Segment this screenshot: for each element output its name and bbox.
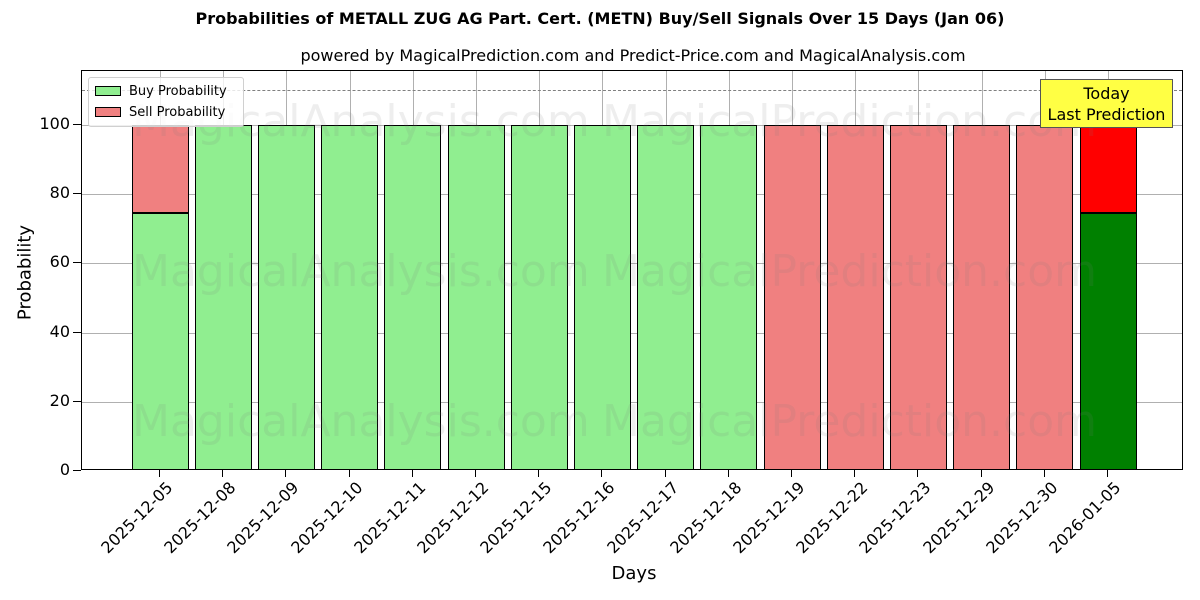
x-tick xyxy=(917,470,919,477)
sell-bar xyxy=(889,125,947,469)
legend-item-sell: Sell Probability xyxy=(95,104,225,120)
chart-subtitle: powered by MagicalPrediction.com and Pre… xyxy=(300,46,966,65)
x-tick xyxy=(222,470,224,477)
y-tick xyxy=(73,331,81,333)
x-tick xyxy=(1043,470,1045,477)
y-axis-title: Probability xyxy=(14,224,36,321)
x-tick xyxy=(791,470,792,477)
sell-swatch-icon xyxy=(95,107,121,117)
legend-item-buy: Buy Probability xyxy=(95,83,227,99)
x-tick xyxy=(601,470,603,477)
plot-area: MagicalAnalysis.com MagicalPrediction.com… xyxy=(81,70,1183,470)
y-tick-label: 60 xyxy=(49,252,70,272)
buy-bar xyxy=(1079,212,1137,469)
y-tick xyxy=(73,470,81,471)
x-tick xyxy=(980,470,982,477)
y-tick xyxy=(73,193,81,195)
y-tick xyxy=(73,124,81,125)
x-tick xyxy=(348,470,350,477)
sell-bar xyxy=(131,125,189,213)
buy-bar xyxy=(447,125,505,469)
buy-bar xyxy=(321,125,379,469)
chart-title: Probabilities of METALL ZUG AG Part. Cer… xyxy=(195,9,1005,28)
legend-sell-label: Sell Probability xyxy=(129,104,226,120)
sell-bar xyxy=(1079,125,1137,213)
grid-line-h xyxy=(82,125,1182,126)
y-tick xyxy=(73,400,81,402)
annotation-line-1: Today xyxy=(1083,84,1130,103)
x-tick xyxy=(159,470,160,477)
buy-bar xyxy=(194,125,252,469)
legend-buy-label: Buy Probability xyxy=(129,83,227,99)
buy-bar xyxy=(384,125,442,469)
y-tick-label: 0 xyxy=(59,460,70,479)
buy-swatch-icon xyxy=(95,86,121,96)
x-tick xyxy=(475,470,476,477)
buy-bar xyxy=(573,125,631,469)
sell-bar xyxy=(953,125,1011,469)
buy-bar xyxy=(700,125,758,469)
y-tick-label: 40 xyxy=(49,321,70,341)
x-tick xyxy=(727,470,729,477)
annotation-line-2: Last Prediction xyxy=(1047,105,1166,124)
x-tick xyxy=(664,470,666,477)
grid-line-h xyxy=(82,332,1182,334)
grid-line-h xyxy=(82,401,1182,403)
x-tick xyxy=(285,470,287,477)
buy-bar xyxy=(131,212,189,469)
x-tick xyxy=(411,470,413,477)
sell-bar xyxy=(763,125,821,469)
y-tick-label: 100 xyxy=(39,114,70,133)
x-axis-title: Days xyxy=(611,563,657,584)
reference-line xyxy=(82,90,1182,92)
grid-line-h xyxy=(82,263,1182,265)
legend: Buy Probability Sell Probability xyxy=(88,77,244,127)
buy-bar xyxy=(510,125,568,469)
grid-line-h xyxy=(82,194,1182,196)
y-tick xyxy=(73,262,81,264)
y-tick-label: 20 xyxy=(49,390,70,410)
buy-bar xyxy=(637,125,695,469)
today-annotation: Today Last Prediction xyxy=(1040,79,1173,128)
x-tick xyxy=(854,470,856,477)
sell-bar xyxy=(1016,125,1074,469)
buy-bar xyxy=(257,125,315,469)
sell-bar xyxy=(826,125,884,469)
x-tick xyxy=(538,470,540,477)
y-tick-label: 80 xyxy=(49,183,70,203)
x-tick xyxy=(1107,470,1108,477)
